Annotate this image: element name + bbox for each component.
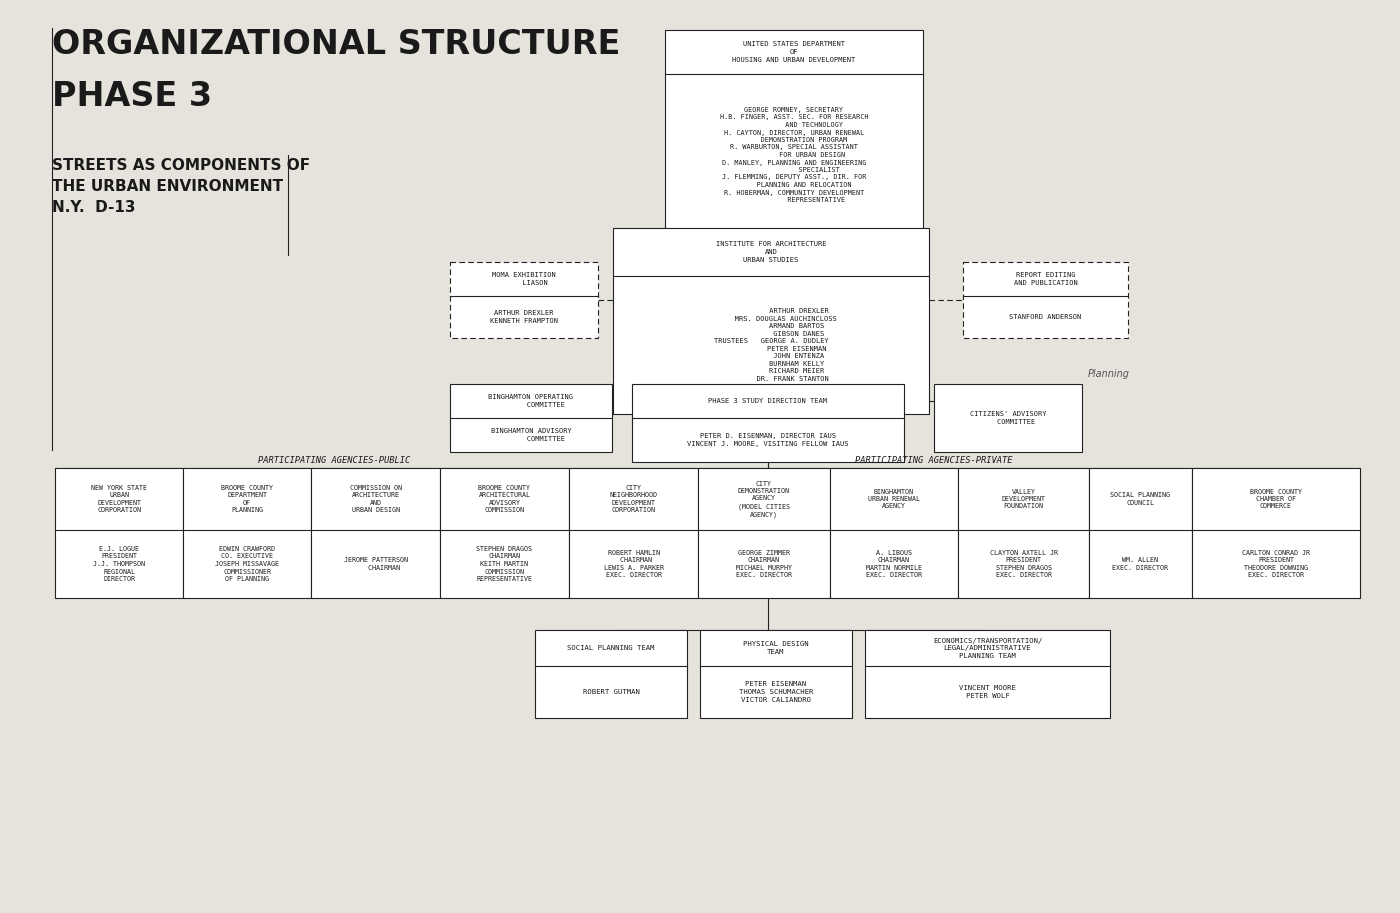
Text: PHASE 3 STUDY DIRECTION TEAM: PHASE 3 STUDY DIRECTION TEAM xyxy=(708,398,827,404)
Bar xyxy=(830,468,958,598)
Text: WM. ALLEN
EXEC. DIRECTOR: WM. ALLEN EXEC. DIRECTOR xyxy=(1113,557,1169,571)
Text: UNITED STATES DEPARTMENT
OF
HOUSING AND URBAN DEVELOPMENT: UNITED STATES DEPARTMENT OF HOUSING AND … xyxy=(732,41,855,62)
Bar xyxy=(613,228,930,414)
Text: PHYSICAL DESIGN
TEAM: PHYSICAL DESIGN TEAM xyxy=(743,641,809,655)
Text: VINCENT MOORE
PETER WOLF: VINCENT MOORE PETER WOLF xyxy=(959,686,1016,698)
Bar xyxy=(535,630,687,718)
Text: COMMISSION ON
ARCHITECTURE
AND
URBAN DESIGN: COMMISSION ON ARCHITECTURE AND URBAN DES… xyxy=(350,485,402,513)
Text: ARTHUR DREXLER
       MRS. DOUGLAS AUCHINCLOSS
            ARMAND BARTOS
       : ARTHUR DREXLER MRS. DOUGLAS AUCHINCLOSS … xyxy=(706,309,837,382)
Text: MOMA EXHIBITION
     LIASON: MOMA EXHIBITION LIASON xyxy=(493,272,556,286)
Text: GEORGE ZIMMER
CHAIRMAN
MICHAEL MURPHY
EXEC. DIRECTOR: GEORGE ZIMMER CHAIRMAN MICHAEL MURPHY EX… xyxy=(736,550,792,578)
Text: VALLEY
DEVELOPMENT
FOUNDATION: VALLEY DEVELOPMENT FOUNDATION xyxy=(1001,488,1046,509)
Text: E.J. LOGUE
PRESIDENT
J.J. THOMPSON
REGIONAL
DIRECTOR: E.J. LOGUE PRESIDENT J.J. THOMPSON REGIO… xyxy=(92,546,146,582)
Text: NEW YORK STATE
URBAN
DEVELOPMENT
CORPORATION: NEW YORK STATE URBAN DEVELOPMENT CORPORA… xyxy=(91,485,147,513)
Bar xyxy=(699,468,830,598)
Text: CITY
NEIGHBORHOOD
DEVELOPMENT
CORPORATION: CITY NEIGHBORHOOD DEVELOPMENT CORPORATIO… xyxy=(609,485,658,513)
Text: PETER EISENMAN
THOMAS SCHUMACHER
VICTOR CALIANDRO: PETER EISENMAN THOMAS SCHUMACHER VICTOR … xyxy=(739,681,813,702)
Bar xyxy=(183,468,311,598)
Bar xyxy=(665,30,923,236)
Bar xyxy=(449,384,612,452)
Text: PETER D. EISENMAN, DIRECTOR IAUS
VINCENT J. MOORE, VISITING FELLOW IAUS: PETER D. EISENMAN, DIRECTOR IAUS VINCENT… xyxy=(687,434,848,446)
Text: PARTICIPATING AGENCIES-PUBLIC: PARTICIPATING AGENCIES-PUBLIC xyxy=(258,456,410,465)
Text: REPORT EDITING
AND PUBLICATION: REPORT EDITING AND PUBLICATION xyxy=(1014,272,1078,286)
Text: EDWIN CRAWFORD
CO. EXECUTIVE
JOSEPH MISSAVAGE
COMMISSIONER
OF PLANNING: EDWIN CRAWFORD CO. EXECUTIVE JOSEPH MISS… xyxy=(216,546,279,582)
Text: PARTICIPATING AGENCIES-PRIVATE: PARTICIPATING AGENCIES-PRIVATE xyxy=(855,456,1012,465)
Text: Planning: Planning xyxy=(1088,369,1130,379)
Text: ROBERT HAMLIN
 CHAIRMAN
LEWIS A. PARKER
EXEC. DIRECTOR: ROBERT HAMLIN CHAIRMAN LEWIS A. PARKER E… xyxy=(603,550,664,578)
Text: BROOME COUNTY
ARCHITECTURAL
ADVISORY
COMMISSION: BROOME COUNTY ARCHITECTURAL ADVISORY COM… xyxy=(479,485,531,513)
Text: JEROME PATTERSON
    CHAIRMAN: JEROME PATTERSON CHAIRMAN xyxy=(343,557,407,571)
Bar xyxy=(440,468,568,598)
Text: CITY
DEMONSTRATION
AGENCY
(MODEL CITIES
AGENCY): CITY DEMONSTRATION AGENCY (MODEL CITIES … xyxy=(738,480,790,518)
Text: BROOME COUNTY
DEPARTMENT
OF
PLANNING: BROOME COUNTY DEPARTMENT OF PLANNING xyxy=(221,485,273,513)
Text: STANFORD ANDERSON: STANFORD ANDERSON xyxy=(1009,314,1082,320)
Bar xyxy=(958,468,1089,598)
Text: BINGHAMTON OPERATING
       COMMITTEE: BINGHAMTON OPERATING COMMITTEE xyxy=(489,394,574,408)
Text: INSTITUTE FOR ARCHITECTURE
AND
URBAN STUDIES: INSTITUTE FOR ARCHITECTURE AND URBAN STU… xyxy=(715,242,826,263)
Text: THE URBAN ENVIRONMENT: THE URBAN ENVIRONMENT xyxy=(52,179,283,194)
Bar xyxy=(934,384,1082,452)
Text: N.Y.  D-13: N.Y. D-13 xyxy=(52,200,136,215)
Text: BINGHAMTON ADVISORY
       COMMITTEE: BINGHAMTON ADVISORY COMMITTEE xyxy=(490,428,571,442)
Bar xyxy=(700,630,853,718)
Text: SOCIAL PLANNING TEAM: SOCIAL PLANNING TEAM xyxy=(567,645,655,651)
Text: ARTHUR DREXLER
KENNETH FRAMPTON: ARTHUR DREXLER KENNETH FRAMPTON xyxy=(490,310,559,324)
Bar xyxy=(963,262,1128,338)
Bar xyxy=(631,384,904,462)
Bar xyxy=(1191,468,1359,598)
Bar xyxy=(1089,468,1191,598)
Text: ORGANIZATIONAL STRUCTURE: ORGANIZATIONAL STRUCTURE xyxy=(52,28,620,61)
Text: STREETS AS COMPONENTS OF: STREETS AS COMPONENTS OF xyxy=(52,158,311,173)
Bar xyxy=(865,630,1110,718)
Bar xyxy=(311,468,440,598)
Text: BINGHAMTON
URBAN RENEWAL
AGENCY: BINGHAMTON URBAN RENEWAL AGENCY xyxy=(868,488,920,509)
Text: ROBERT GUTMAN: ROBERT GUTMAN xyxy=(582,689,640,695)
Text: CITIZENS' ADVISORY
    COMMITTEE: CITIZENS' ADVISORY COMMITTEE xyxy=(970,411,1046,425)
Bar xyxy=(568,468,699,598)
Text: GEORGE ROMNEY, SECRETARY
H.B. FINGER, ASST. SEC. FOR RESEARCH
          AND TECH: GEORGE ROMNEY, SECRETARY H.B. FINGER, AS… xyxy=(720,107,868,203)
Text: BROOME COUNTY
CHAMBER OF
COMMERCE: BROOME COUNTY CHAMBER OF COMMERCE xyxy=(1250,488,1302,509)
Text: STEPHEN DRAGOS
CHAIRMAN
KEITH MARTIN
COMMISSION
REPRESENTATIVE: STEPHEN DRAGOS CHAIRMAN KEITH MARTIN COM… xyxy=(476,546,532,582)
Text: PHASE 3: PHASE 3 xyxy=(52,80,213,113)
Text: CLAYTON AXTELL JR
PRESIDENT
STEPHEN DRAGOS
EXEC. DIRECTOR: CLAYTON AXTELL JR PRESIDENT STEPHEN DRAG… xyxy=(990,550,1057,578)
Text: ECONOMICS/TRANSPORTATION/
LEGAL/ADMINISTRATIVE
PLANNING TEAM: ECONOMICS/TRANSPORTATION/ LEGAL/ADMINIST… xyxy=(932,637,1042,658)
Text: CARLTON CONRAD JR
PRESIDENT
THEODORE DOWNING
EXEC. DIRECTOR: CARLTON CONRAD JR PRESIDENT THEODORE DOW… xyxy=(1242,550,1310,578)
Bar xyxy=(55,468,183,598)
Text: A. LIBOUS
CHAIRMAN
MARTIN NORMILE
EXEC. DIRECTOR: A. LIBOUS CHAIRMAN MARTIN NORMILE EXEC. … xyxy=(867,550,923,578)
Text: SOCIAL PLANNING
COUNCIL: SOCIAL PLANNING COUNCIL xyxy=(1110,492,1170,506)
Bar xyxy=(449,262,598,338)
